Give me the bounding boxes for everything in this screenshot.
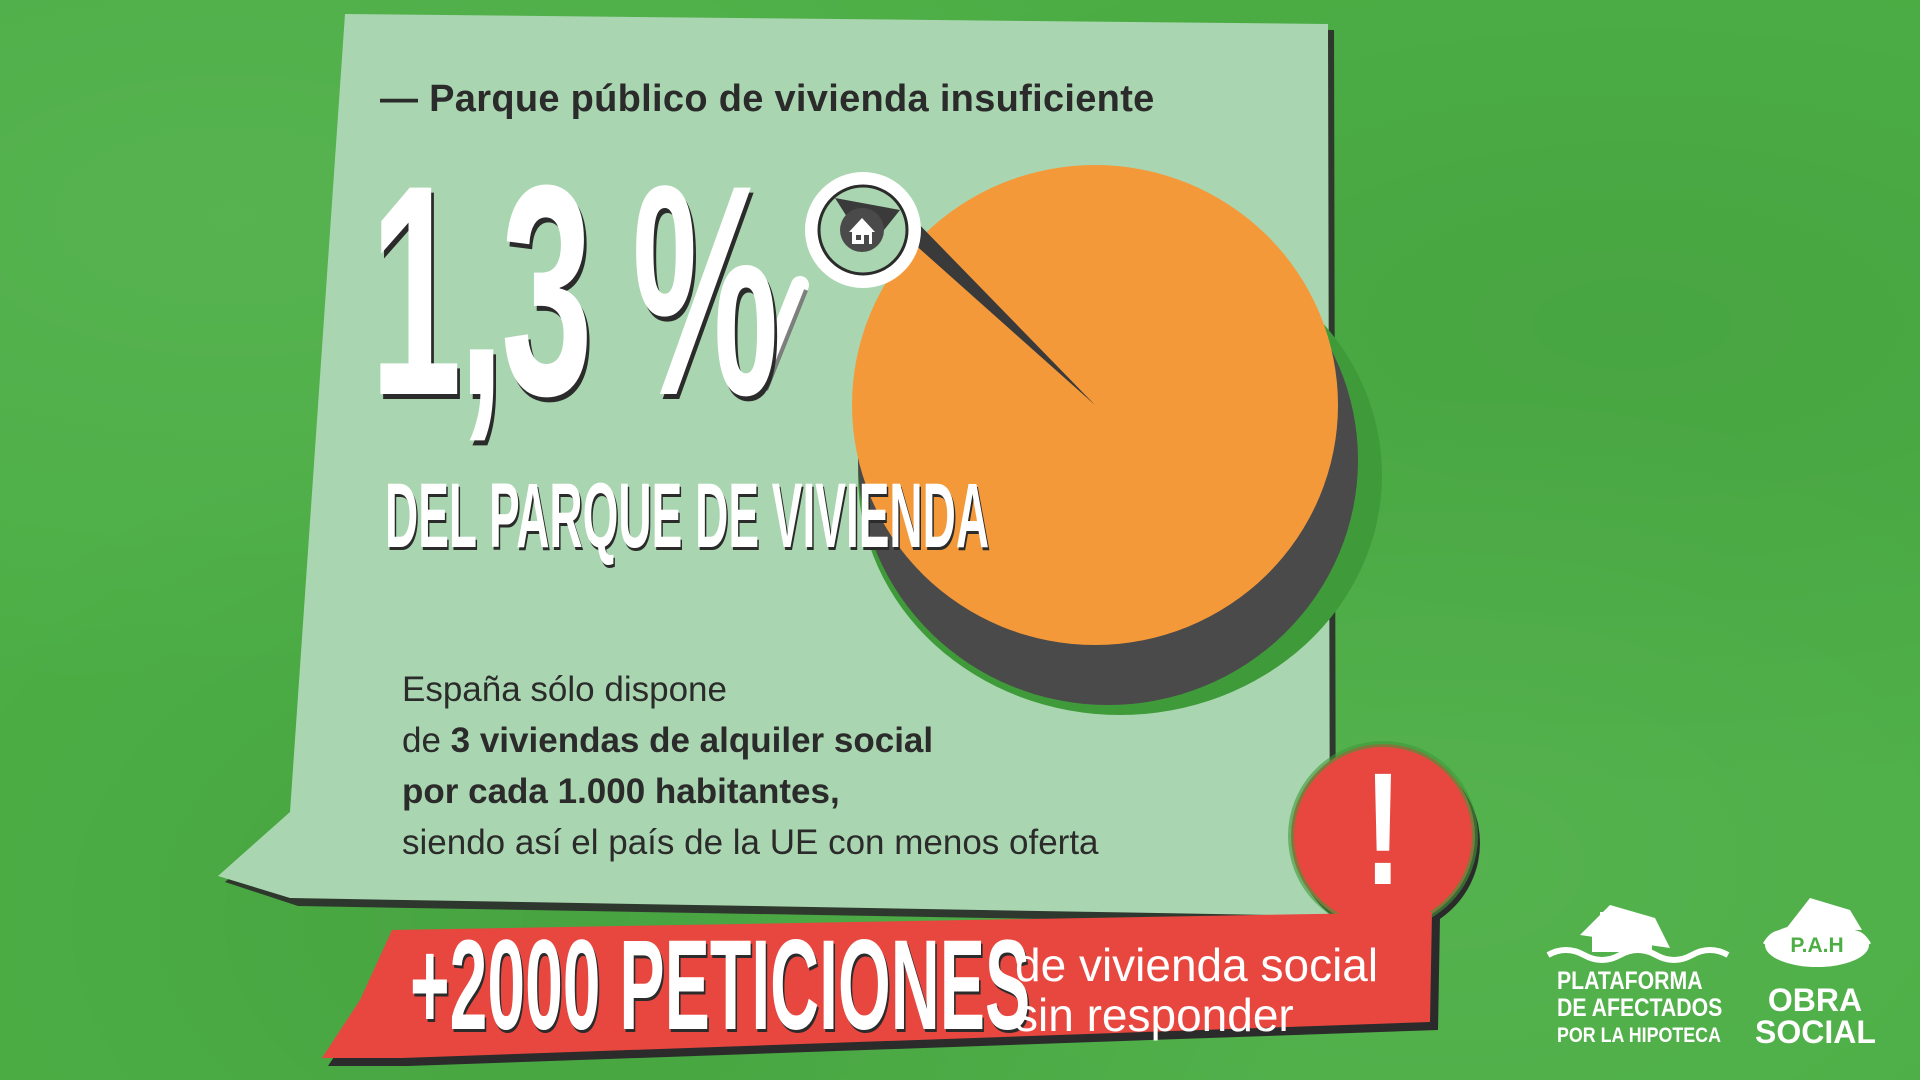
description-line-4: siendo así el país de la UE con menos of… [402,823,1099,862]
logo-right-text: OBRA SOCIAL [1755,982,1876,1050]
description-line-2: de 3 viviendas de alquiler social [402,721,934,760]
banner-ribbon [322,912,1432,1058]
house-icon [840,208,884,252]
pah-badge: P.A.H [1790,934,1844,957]
banner-headline: +2000 PETICIONES [410,914,1031,1057]
logo-right-line-1: OBRA [1767,982,1863,1018]
pie-wedge-highlight [893,215,1095,405]
pah-house-icon [1762,898,1872,967]
headline-value: 1,3 % [370,122,779,458]
logo-right-line-2: SOCIAL [1755,1014,1876,1050]
description: España sólo dispone de 3 viviendas de al… [402,664,1099,868]
magnifier-handle [751,276,809,394]
subtitle: — Parque público de vivienda insuficient… [380,78,1155,120]
alert-symbol: ! [1364,739,1402,918]
description-line-1: España sólo dispone [402,670,727,709]
logo-left-line-3: POR LA HIPOTECA [1557,1024,1721,1047]
alert-circle [1291,744,1475,928]
banner-subtext-line-2: sin responder [1015,989,1294,1041]
headline-label: DEL PARQUE DE VIVIENDA [385,465,990,567]
house-waves-icon [1546,905,1730,963]
description-line-3: por cada 1.000 habitantes, [402,772,840,811]
banner-subtext-line-1: de vivienda social [1015,939,1379,991]
banner-subtext: de vivienda social sin responder [1015,940,1378,1040]
logo-left-line-1: PLATAFORMA [1557,967,1703,995]
